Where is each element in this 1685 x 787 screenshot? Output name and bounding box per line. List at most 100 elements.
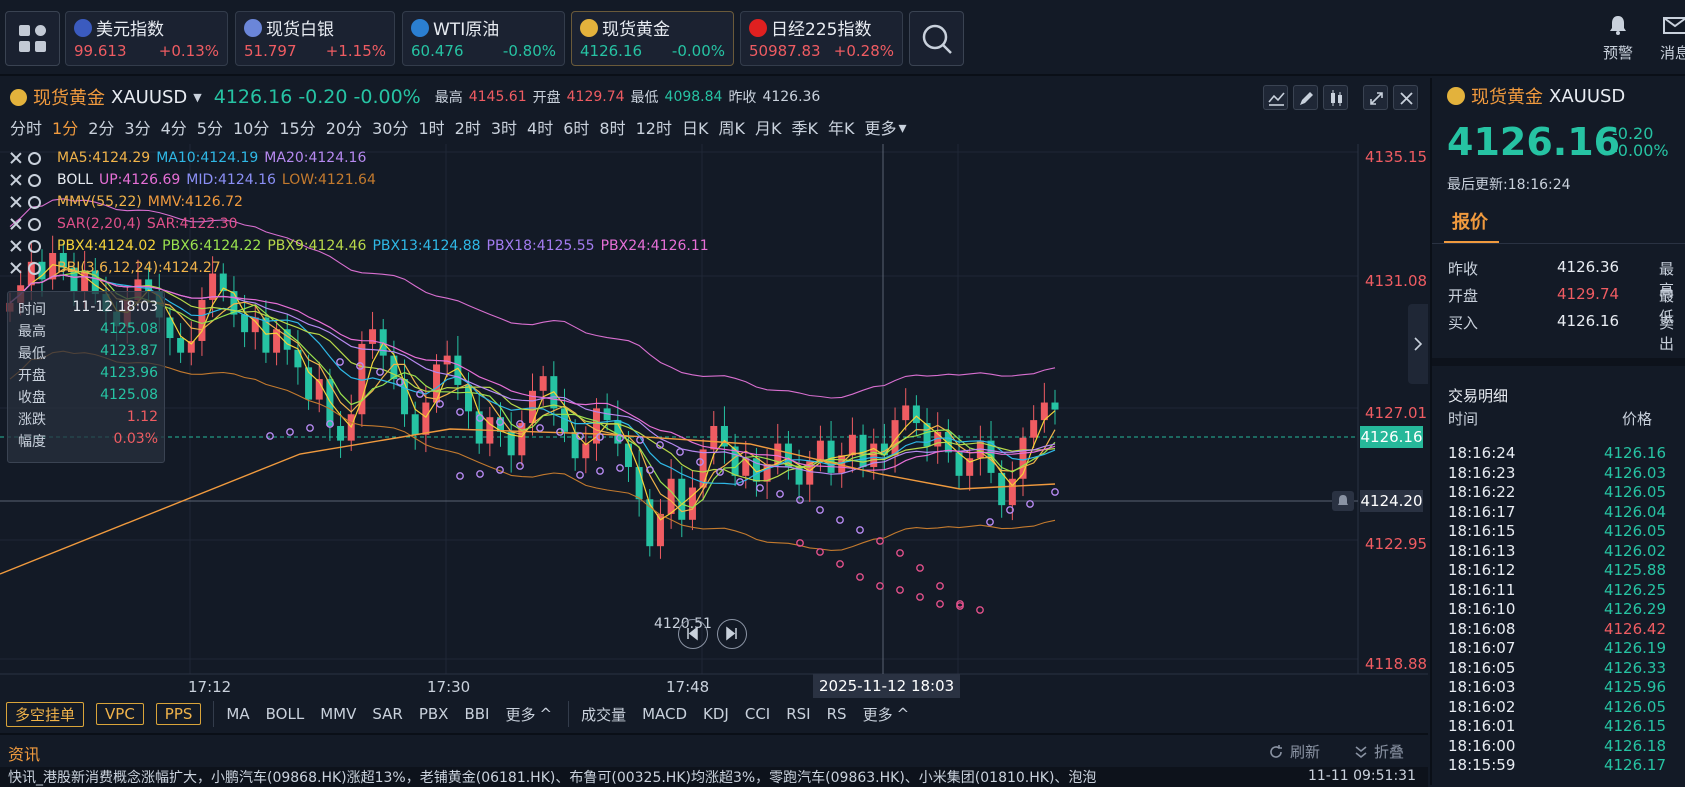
- gear-icon[interactable]: [28, 239, 41, 253]
- trade-time: 18:16:07: [1448, 639, 1516, 657]
- candle-type-button[interactable]: [1323, 85, 1348, 110]
- gear-icon[interactable]: [28, 195, 41, 209]
- sub-indicator-button[interactable]: RSI: [786, 705, 811, 723]
- fullscreen-button[interactable]: [1363, 85, 1388, 110]
- chart-name[interactable]: 现货黄金: [33, 88, 105, 109]
- main-indicator-button[interactable]: SAR: [372, 705, 403, 723]
- timeframe-tab[interactable]: 1时: [418, 119, 445, 138]
- main-indicator-button[interactable]: BOLL: [265, 705, 305, 723]
- quote-card[interactable]: 美元指数 99.613 +0.13%: [65, 11, 228, 66]
- timeframe-tab[interactable]: 1分: [52, 119, 79, 138]
- trade-time: 18:16:05: [1448, 658, 1516, 677]
- close-icon[interactable]: [10, 218, 22, 230]
- timeframe-tab[interactable]: 2时: [454, 119, 481, 138]
- timeframe-tab[interactable]: 10分: [232, 119, 270, 138]
- timeframe-tab[interactable]: 15分: [279, 119, 316, 138]
- message-button[interactable]: 消息: [1655, 14, 1685, 63]
- sub-indicator-button[interactable]: 成交量: [581, 705, 627, 724]
- chevron-down-icon[interactable]: ▼: [193, 90, 202, 104]
- apps-grid-button[interactable]: [5, 11, 60, 66]
- sar-dot: [576, 471, 584, 479]
- sar-dot: [356, 362, 364, 370]
- main-indicator-button[interactable]: BBI: [464, 705, 490, 723]
- sar-dot: [336, 358, 344, 366]
- alert-button[interactable]: 预警: [1598, 14, 1638, 63]
- gold-icon: [10, 88, 27, 106]
- gear-icon[interactable]: [28, 151, 41, 165]
- timeframe-tab[interactable]: 3时: [490, 119, 518, 138]
- toolbar-box-button[interactable]: PPS: [155, 703, 202, 725]
- candle-body: [667, 478, 675, 514]
- bbi-indicator-row: BBI(3,6,12,24):4124.27: [10, 257, 221, 279]
- quote-card[interactable]: 现货黄金 4126.16 -0.00%: [571, 11, 734, 66]
- quote-card[interactable]: 日经225指数 50987.83 +0.28%: [740, 11, 903, 66]
- timeframe-tab[interactable]: 年K: [827, 119, 855, 138]
- quote-card[interactable]: 现货白银 51.797 +1.15%: [235, 11, 395, 66]
- pen-icon: [1300, 92, 1313, 105]
- sub-indicator-button[interactable]: CCI: [744, 705, 771, 723]
- timeframe-tab[interactable]: 12时: [635, 119, 672, 138]
- timeframe-tab[interactable]: 20分: [325, 119, 363, 138]
- search-button[interactable]: [909, 11, 964, 66]
- candle-body: [539, 376, 547, 391]
- timeframe-tab[interactable]: 8时: [599, 119, 626, 138]
- main-indicator-button[interactable]: 更多: [505, 705, 536, 724]
- next-page-button[interactable]: [717, 619, 747, 649]
- close-chart-button[interactable]: [1393, 85, 1418, 110]
- draw-line-button[interactable]: [1263, 85, 1288, 110]
- price-alert-button[interactable]: [1332, 491, 1354, 511]
- trade-price: 4126.05: [1603, 697, 1666, 716]
- grid-icon-dot: [35, 41, 46, 52]
- tooltip-row: 最高 4125.08: [18, 321, 158, 341]
- tab-quote[interactable]: 报价: [1452, 212, 1488, 233]
- toolbar-box-button[interactable]: VPC: [96, 703, 144, 725]
- gear-icon[interactable]: [28, 261, 41, 275]
- collapse-button[interactable]: 折叠: [1354, 741, 1404, 762]
- close-icon[interactable]: [10, 262, 22, 274]
- timeframe-tab[interactable]: 5分: [196, 119, 223, 138]
- candle-body: [230, 291, 238, 315]
- timeframe-tab[interactable]: 30分: [372, 119, 409, 138]
- timeframe-tab[interactable]: 3分: [124, 119, 151, 138]
- timeframe-tab[interactable]: 日K: [681, 119, 709, 138]
- timeframe-tab[interactable]: 2分: [88, 119, 115, 138]
- close-icon[interactable]: [10, 240, 22, 252]
- gear-icon[interactable]: [28, 217, 41, 231]
- sub-indicator-button[interactable]: KDJ: [703, 705, 729, 723]
- gear-icon[interactable]: [28, 173, 41, 187]
- sub-indicator-button[interactable]: MACD: [642, 705, 688, 723]
- chart-symbol[interactable]: XAUUSD: [111, 86, 188, 108]
- news-ticker-row[interactable]: 快讯_港股新消费概念涨幅扩大，小鹏汽车(09868.HK)涨超13%，老铺黄金(…: [0, 767, 1428, 787]
- trade-time: 18:16:00: [1448, 736, 1516, 755]
- sar-dot: [856, 573, 864, 581]
- draw-pen-button[interactable]: [1293, 85, 1318, 110]
- main-indicator-button[interactable]: MMV: [320, 705, 357, 723]
- candle-body: [422, 402, 430, 435]
- main-indicator-button[interactable]: PBX: [418, 705, 449, 723]
- timeframe-tab[interactable]: 季K: [791, 119, 818, 138]
- quote-name: 现货黄金: [580, 15, 670, 40]
- close-icon[interactable]: [10, 174, 22, 186]
- timeframe-tab[interactable]: 4分: [160, 119, 187, 138]
- expand-side-button[interactable]: [1408, 304, 1428, 384]
- refresh-button[interactable]: 刷新: [1268, 741, 1320, 762]
- timeframe-tab[interactable]: 6时: [563, 119, 590, 138]
- sub-indicator-button[interactable]: RS: [826, 705, 847, 723]
- timeframe-tab[interactable]: 分时: [10, 119, 43, 138]
- timeframe-tab[interactable]: 周K: [718, 119, 745, 138]
- timeframe-tab[interactable]: 4时: [527, 119, 554, 138]
- close-icon[interactable]: [10, 152, 22, 164]
- skip-forward-icon: [726, 626, 737, 641]
- quote-change: -0.80%: [502, 42, 556, 60]
- tooltip-row: 最低 4123.87: [18, 343, 158, 363]
- quote-card[interactable]: WTI原油 60.476 -0.80%: [402, 11, 565, 66]
- toolbar-box-button[interactable]: 多空挂单: [6, 701, 85, 727]
- candle-body: [955, 452, 963, 476]
- timeframe-tab[interactable]: 更多: [864, 119, 897, 138]
- close-icon[interactable]: [10, 196, 22, 208]
- prev-page-button[interactable]: [678, 619, 708, 649]
- sub-indicator-button[interactable]: 更多: [862, 705, 893, 724]
- timeframe-tab[interactable]: 月K: [754, 119, 782, 138]
- sar-value: SAR:4122.30: [146, 216, 238, 232]
- main-indicator-button[interactable]: MA: [226, 705, 250, 723]
